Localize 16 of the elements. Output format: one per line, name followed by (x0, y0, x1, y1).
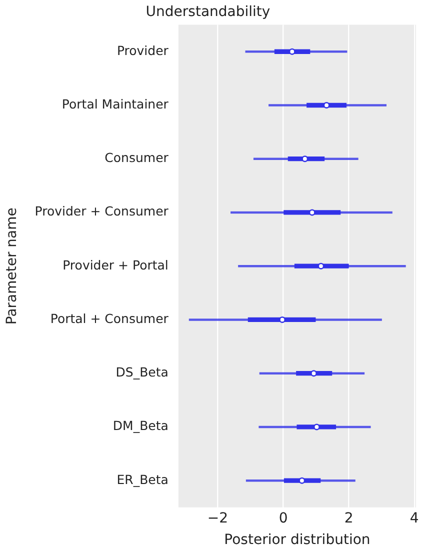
x-tick-label: 2 (344, 510, 354, 526)
x-tick-label: −2 (207, 510, 228, 526)
y-tick-label: DM_Beta (112, 418, 168, 434)
y-tick-label: Portal + Consumer (50, 310, 170, 326)
x-axis-title: Posterior distribution (224, 532, 370, 548)
y-tick-label: DS_Beta (116, 364, 168, 380)
y-tick-label: Provider (116, 42, 170, 58)
chart-title: Understandability (146, 4, 270, 20)
y-tick-label: Consumer (104, 150, 170, 166)
x-tick-label: 4 (410, 510, 419, 526)
y-tick-label: ER_Beta (116, 472, 168, 487)
y-tick-label: Provider + Portal (62, 257, 168, 272)
y-tick-label: Provider + Consumer (34, 204, 170, 219)
y-tick-label: Portal Maintainer (62, 96, 170, 112)
x-tick-label: 0 (278, 510, 288, 526)
y-axis-title: Parameter name (4, 208, 20, 325)
